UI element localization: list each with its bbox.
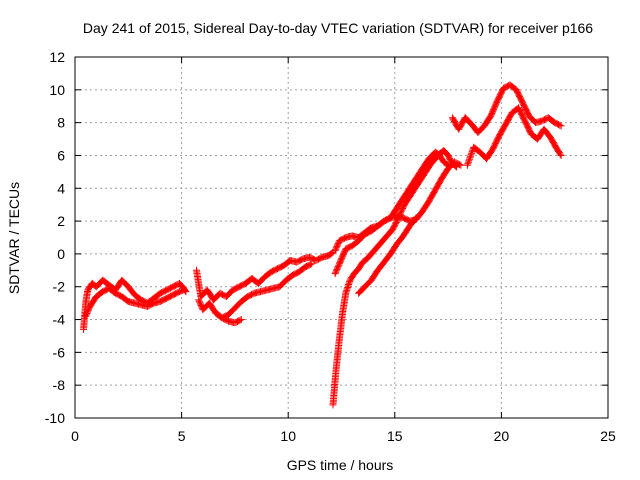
series-markers <box>463 104 565 169</box>
series-markers <box>448 81 565 136</box>
series-markers <box>329 147 461 409</box>
data-points <box>80 81 565 409</box>
y-tick-label: -2 <box>53 279 66 295</box>
y-tick-label: 8 <box>57 115 65 131</box>
x-tick-label: 15 <box>387 428 403 444</box>
y-tick-label: 0 <box>57 246 65 262</box>
x-axis-label: GPS time / hours <box>287 457 394 473</box>
y-tick-label: 4 <box>57 180 65 196</box>
x-tick-label: 0 <box>71 428 79 444</box>
series-track-b <box>195 260 316 322</box>
y-tick-label: -10 <box>45 410 65 426</box>
x-tick-label: 20 <box>494 428 510 444</box>
y-tick-label: 2 <box>57 213 65 229</box>
x-tick-label: 5 <box>178 428 186 444</box>
series-markers <box>82 284 188 320</box>
y-tick-label: 6 <box>57 147 65 163</box>
series-rise-lower <box>331 158 465 278</box>
series-lower-track <box>82 284 188 320</box>
y-axis-label: SDTVAR / TECUs <box>6 182 22 294</box>
series-markers <box>212 309 245 327</box>
series-track-a <box>193 248 337 304</box>
series-track-c <box>212 309 245 327</box>
x-tick-label: 10 <box>280 428 296 444</box>
y-tick-label: 12 <box>49 49 65 65</box>
series-rise-right <box>355 214 420 297</box>
chart-title: Day 241 of 2015, Sidereal Day-to-day VTE… <box>83 20 593 36</box>
series-markers <box>355 214 420 297</box>
plot-frame <box>74 56 609 419</box>
series-peak-lower <box>463 104 565 169</box>
series-rise-steep <box>329 147 461 409</box>
series-peak-upper <box>448 81 565 136</box>
y-tick-label: 10 <box>49 82 65 98</box>
y-tick-label: -8 <box>53 377 66 393</box>
y-tick-label: -4 <box>53 312 66 328</box>
y-tick-label: -6 <box>53 344 66 360</box>
series-markers <box>195 260 316 322</box>
axis-ticks: 0 5 10 15 20 25 -10 -8 -6 -4 -2 0 2 4 6 8 10 12 <box>45 49 616 444</box>
series-markers <box>193 248 337 304</box>
x-tick-label: 25 <box>600 428 616 444</box>
series-markers <box>331 158 465 278</box>
